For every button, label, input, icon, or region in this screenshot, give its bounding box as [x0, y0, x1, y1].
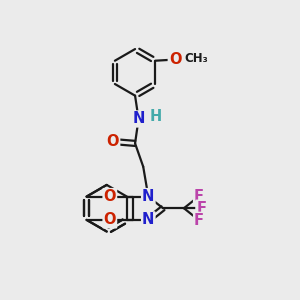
Text: F: F: [196, 201, 206, 216]
Text: H: H: [150, 109, 162, 124]
Text: O: O: [103, 212, 116, 227]
Text: N: N: [132, 111, 145, 126]
Text: O: O: [169, 52, 181, 67]
Text: F: F: [194, 189, 204, 204]
Text: O: O: [107, 134, 119, 149]
Text: CH₃: CH₃: [184, 52, 208, 64]
Text: F: F: [194, 213, 204, 228]
Text: N: N: [142, 189, 154, 204]
Text: O: O: [103, 189, 116, 204]
Text: N: N: [142, 212, 154, 227]
